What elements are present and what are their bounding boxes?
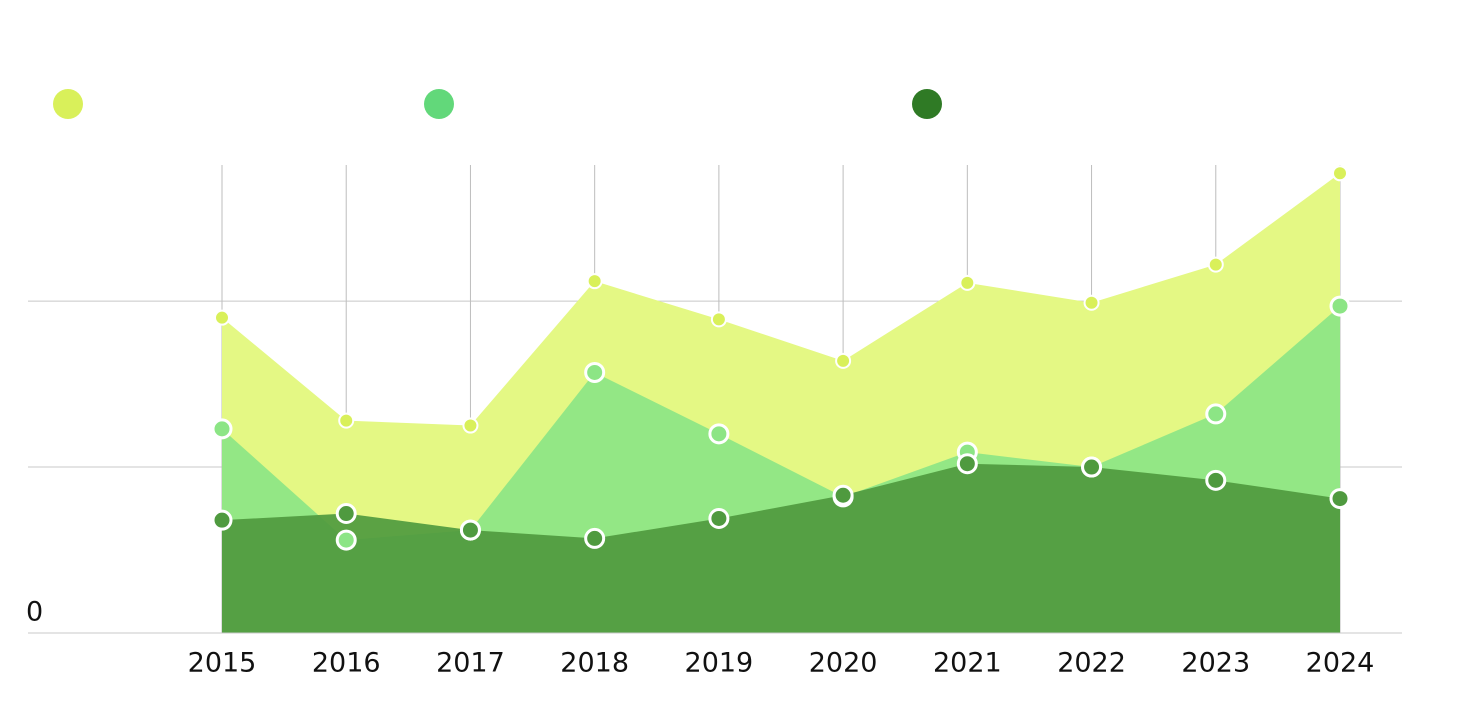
point	[214, 309, 230, 326]
point	[708, 507, 730, 529]
point	[335, 529, 357, 551]
x-tick-label: 2021	[933, 648, 1002, 679]
point	[832, 484, 854, 506]
legend-dot	[53, 89, 83, 119]
x-tick-label: 2017	[436, 648, 505, 679]
x-tick-label: 2024	[1306, 648, 1375, 679]
point	[956, 453, 978, 475]
area	[222, 463, 1340, 633]
x-tick-label: 2019	[685, 648, 754, 679]
point	[1332, 165, 1348, 182]
point	[586, 273, 603, 290]
point	[584, 361, 606, 383]
point	[708, 423, 730, 445]
point	[211, 509, 233, 531]
x-tick-label: 2015	[188, 648, 257, 679]
point	[959, 274, 976, 291]
point	[1205, 469, 1227, 491]
point	[462, 417, 479, 434]
point	[584, 527, 606, 549]
point	[835, 352, 852, 369]
x-tick-label: 2022	[1057, 648, 1126, 679]
legend-dot	[424, 89, 454, 119]
x-tick-label: 2018	[560, 648, 629, 679]
point	[1329, 488, 1351, 510]
point	[338, 412, 355, 429]
point	[335, 503, 357, 525]
point	[1329, 295, 1351, 317]
point	[1205, 403, 1227, 425]
point	[1081, 456, 1103, 478]
x-tick-label: 2023	[1181, 648, 1250, 679]
point	[710, 311, 727, 328]
x-tick-label: 2020	[809, 648, 878, 679]
point	[459, 519, 481, 541]
legend-dot	[912, 89, 942, 119]
point	[211, 418, 233, 440]
point	[1083, 294, 1100, 311]
y-tick-label: 0	[26, 597, 43, 628]
x-tick-label: 2016	[312, 648, 381, 679]
point	[1207, 256, 1224, 273]
